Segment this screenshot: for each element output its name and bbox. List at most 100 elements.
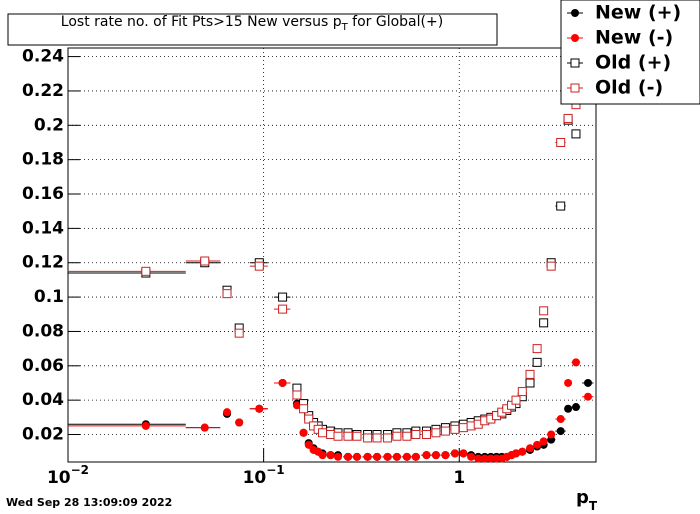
data-point [421,430,431,440]
data-point [556,137,566,147]
y-tick-label: 0.22 [22,81,64,101]
data-point [563,113,573,123]
title-text: for Global(+) [348,14,443,30]
data-point [326,451,335,460]
data-point [383,452,392,461]
data-point [440,426,450,436]
data-point [373,452,382,461]
data-point [556,427,565,436]
y-tick-label: 0.12 [22,253,64,273]
data-point [564,378,573,387]
data-point [474,454,483,463]
y-tick-label: 0.24 [22,47,64,67]
data-point [363,433,373,443]
data-point [352,431,362,441]
data-point [583,378,592,387]
x-tick-base: 1 [453,468,465,488]
data-point [234,328,244,338]
data-point [200,423,209,432]
legend-label: New (+) [595,2,681,24]
data-point [511,449,520,458]
data-point [392,431,402,441]
x-tick-exponent: −1 [266,463,284,477]
x-tick-base: 10 [47,468,71,488]
data-point [526,444,535,453]
data-point [547,430,556,439]
x-axis-label: pT [576,487,598,513]
y-tick-label: 0.2 [34,115,64,135]
data-point [556,201,566,211]
y-tick-label: 0.02 [22,425,64,445]
data-point [532,357,542,367]
y-tick-label: 0.14 [22,218,64,238]
data-point [539,306,549,316]
y-tick-label: 0.16 [22,184,64,204]
data-point [458,423,468,433]
data-point [422,451,431,460]
data-point [304,440,313,449]
x-tick-base: 10 [243,468,267,488]
plot-frame [67,47,597,463]
data-point [352,452,361,461]
data-point [254,261,264,271]
data-point [402,452,411,461]
data-point [255,404,264,413]
data-point [292,401,301,410]
data-point [402,431,412,441]
legend-label: Old (+) [595,52,671,74]
x-tick-exponent: −2 [71,463,89,477]
data-point [518,447,527,456]
legend-label: Old (-) [595,77,663,99]
data-point [517,387,527,397]
legend-box [560,0,700,105]
legend-marker [570,58,580,68]
y-tick-label: 0.04 [22,390,64,410]
y-tick-label: 0.1 [34,287,64,307]
legend-marker [571,9,579,17]
x-tick-label: 1 [453,468,465,488]
data-point [304,414,314,424]
data-point [363,452,372,461]
data-point [333,431,343,441]
data-point [486,454,495,463]
legend-marker [570,83,580,93]
x-tick-label: 10−1 [243,463,285,489]
title-text: Lost rate no. of Fit Pts>15 New versus p [61,14,342,30]
data-point [480,454,489,463]
data-point [235,418,244,427]
data-point [200,256,210,266]
data-point [571,129,581,139]
data-point [222,289,232,299]
title-box [7,13,498,46]
x-tick-label: 10−2 [47,463,89,489]
data-point [411,452,420,461]
data-point [533,440,542,449]
data-point [372,433,382,443]
data-point [450,424,460,434]
data-point [583,392,592,401]
data-point [546,261,556,271]
data-point [431,428,441,438]
data-point [467,452,476,461]
timestamp: Wed Sep 28 13:09:09 2022 [6,496,172,509]
data-point [223,408,232,417]
data-point [411,430,421,440]
data-point [532,344,542,354]
data-point [334,452,343,461]
y-tick-label: 0.18 [22,150,64,170]
data-point [511,395,521,405]
data-point [571,403,580,412]
data-point [392,452,401,461]
chart-title: Lost rate no. of Fit Pts>15 New versus p… [61,14,443,33]
data-point [141,421,150,430]
data-point [299,428,308,437]
data-point [278,304,288,314]
x-label-text: p [576,487,589,508]
x-label-subscript: T [589,499,598,513]
data-point [326,430,336,440]
data-point [383,433,393,443]
y-tick-label: 0.08 [22,321,64,341]
data-point [441,451,450,460]
data-point [571,358,580,367]
